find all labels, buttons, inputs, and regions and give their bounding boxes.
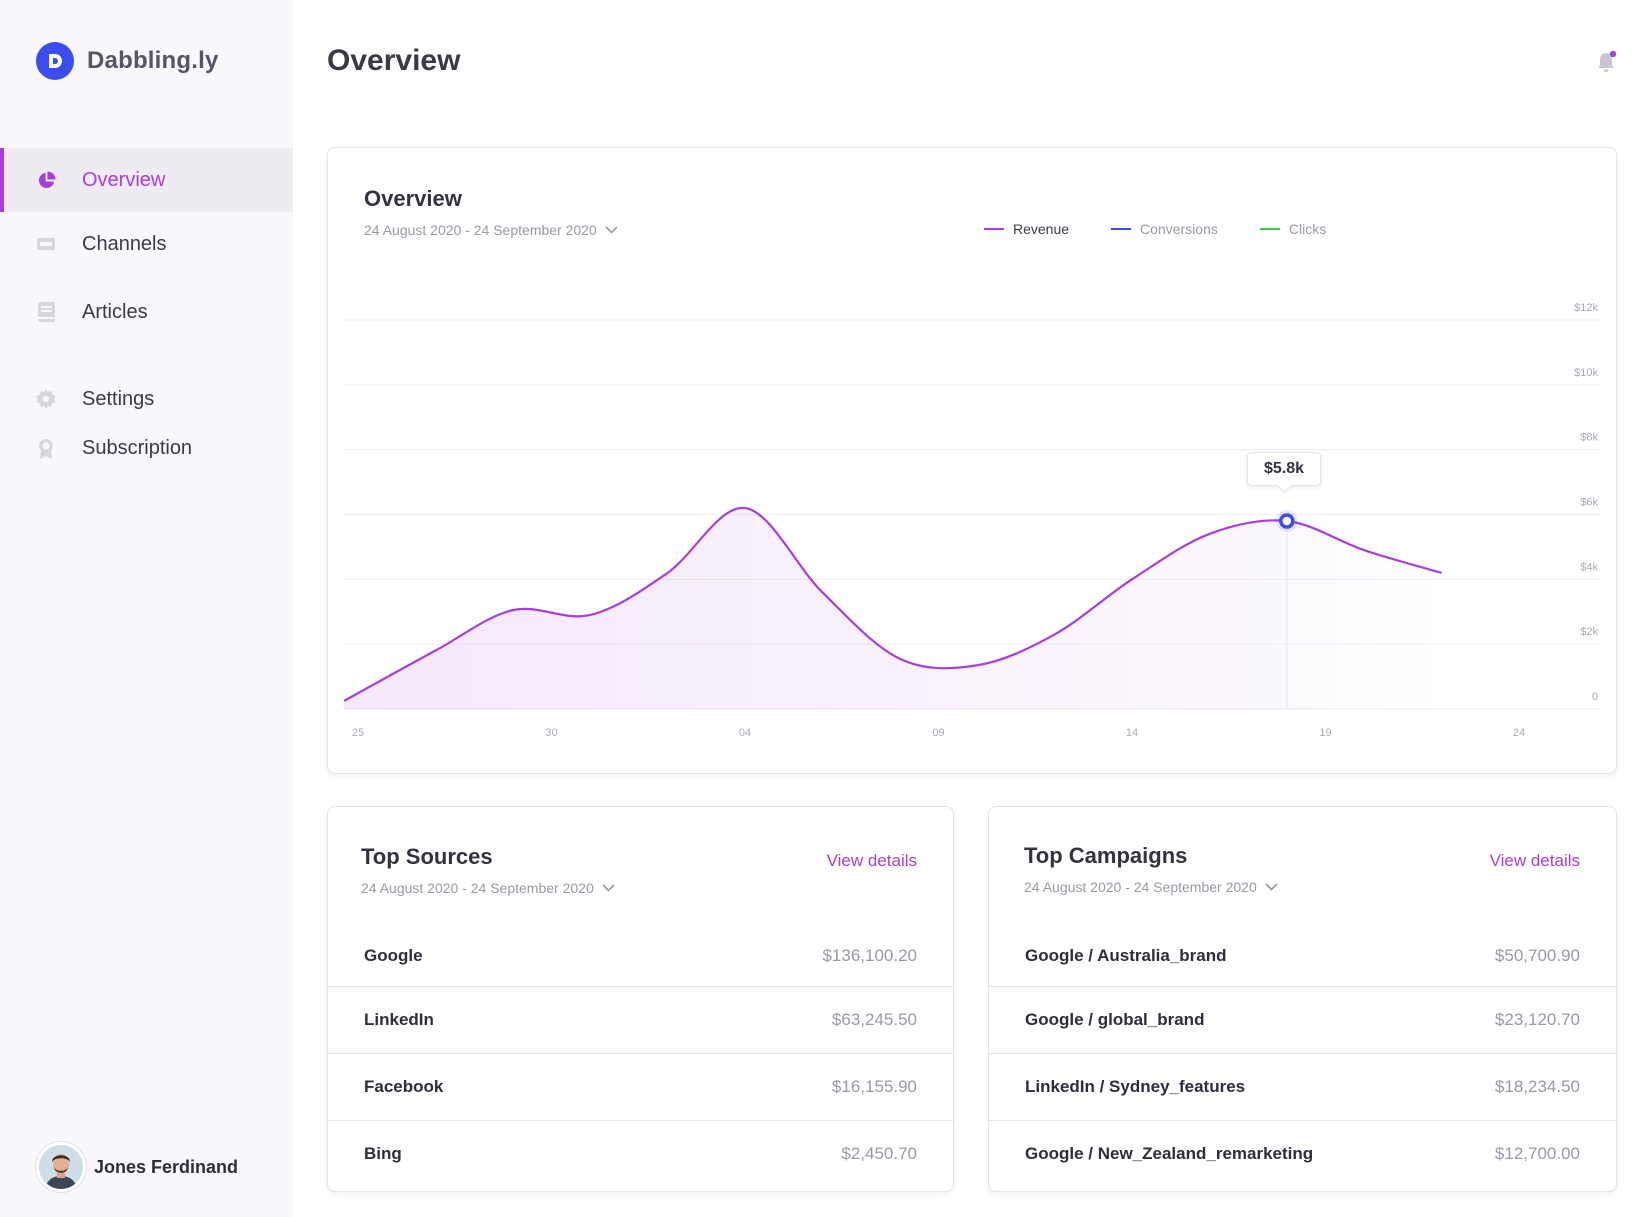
chevron-down-icon (605, 226, 618, 234)
y-tick-label: $12k (1574, 302, 1598, 314)
sidebar-item-settings[interactable]: Settings (0, 367, 293, 431)
top-sources-title: Top Sources (361, 844, 493, 869)
sidebar-item-channels[interactable]: Channels (0, 212, 293, 276)
table-row[interactable]: LinkedIn / Sydney_features $18,234.50 (989, 1053, 1616, 1119)
top-sources-date-range[interactable]: 24 August 2020 - 24 September 2020 (361, 880, 615, 896)
overview-date-range[interactable]: 24 August 2020 - 24 September 2020 (364, 222, 618, 238)
row-name: Bing (364, 1143, 402, 1163)
sidebar-item-label: Subscription (82, 436, 193, 459)
table-row[interactable]: Google / global_brand $23,120.70 (989, 986, 1616, 1052)
sidebar-item-articles[interactable]: Articles (0, 280, 293, 344)
y-tick-label: $6k (1580, 497, 1598, 509)
pie-chart-icon (36, 170, 56, 190)
revenue-chart[interactable]: 0 $2k $4k $6k $8k $10k $12k 25 30 04 09 14 19 24 (344, 290, 1608, 738)
table-row[interactable]: Google / Australia_brand $50,700.90 (989, 923, 1616, 989)
row-name: LinkedIn / Sydney_features (1025, 1076, 1246, 1096)
legend-label: Conversions (1140, 221, 1218, 237)
date-range-label: 24 August 2020 - 24 September 2020 (1024, 879, 1257, 895)
top-campaigns-title: Top Campaigns (1024, 843, 1188, 868)
gear-icon (36, 389, 56, 409)
badge-icon (36, 438, 56, 459)
row-name: Facebook (364, 1076, 444, 1096)
y-tick-label: $4k (1580, 561, 1598, 573)
y-tick-label: 0 (1592, 691, 1598, 703)
revenue-line (344, 506, 1442, 702)
legend-label: Clicks (1288, 221, 1327, 237)
sidebar: Dabbling.ly Overview Channels Articles S… (0, 0, 293, 1217)
legend-item-clicks[interactable]: Clicks (1259, 221, 1327, 237)
row-name: Google / global_brand (1025, 1009, 1205, 1029)
row-value: $50,700.90 (1494, 946, 1580, 965)
legend-swatch (1111, 228, 1132, 230)
chart-tooltip: $5.8k (1247, 452, 1321, 486)
y-tick-label: $8k (1580, 432, 1598, 444)
x-tick-label: 09 (932, 727, 944, 738)
y-tick-label: $2k (1580, 626, 1598, 638)
x-tick-label: 25 (352, 727, 364, 738)
logo[interactable]: Dabbling.ly (36, 42, 219, 80)
legend-swatch (1259, 228, 1280, 230)
table-row[interactable]: Bing $2,450.70 (328, 1120, 953, 1186)
legend-swatch (984, 228, 1004, 230)
legend-item-revenue[interactable]: Revenue (984, 221, 1069, 237)
bell-icon[interactable] (1594, 50, 1618, 74)
row-value: $63,245.50 (831, 1009, 917, 1029)
table-row[interactable]: Facebook $16,155.90 (328, 1053, 953, 1119)
row-name: Google (364, 946, 423, 965)
avatar[interactable] (36, 1142, 86, 1192)
x-tick-label: 14 (1126, 727, 1138, 738)
user-profile[interactable]: Jones Ferdinand (36, 1142, 238, 1192)
x-tick-label: 24 (1513, 727, 1525, 738)
row-value: $18,234.50 (1494, 1076, 1580, 1096)
chevron-down-icon (1265, 883, 1278, 891)
x-tick-label: 04 (739, 727, 751, 738)
table-row[interactable]: LinkedIn $63,245.50 (328, 986, 953, 1052)
channels-icon (36, 234, 56, 254)
sidebar-item-label: Channels (82, 232, 167, 255)
page-title: Overview (327, 44, 461, 77)
row-value: $16,155.90 (831, 1076, 917, 1096)
y-tick-label: $10k (1574, 367, 1598, 379)
logo-mark-icon (36, 42, 74, 80)
revenue-area (344, 507, 1442, 709)
highlight-point (1279, 513, 1295, 529)
top-sources-card: Top Sources View details 24 August 2020 … (327, 806, 954, 1192)
row-value: $23,120.70 (1494, 1009, 1580, 1029)
sidebar-item-label: Articles (82, 300, 148, 323)
x-tick-label: 30 (545, 727, 557, 738)
sidebar-item-overview[interactable]: Overview (0, 148, 293, 212)
x-tick-label: 19 (1319, 727, 1331, 738)
row-name: Google / Australia_brand (1025, 946, 1227, 965)
row-name: LinkedIn (364, 1009, 434, 1029)
table-row[interactable]: Google / New_Zealand_remarketing $12,700… (989, 1120, 1616, 1186)
articles-icon (36, 302, 56, 322)
brand-name: Dabbling.ly (87, 47, 219, 74)
chevron-down-icon (602, 884, 615, 892)
date-range-label: 24 August 2020 - 24 September 2020 (361, 880, 594, 896)
top-sources-view-details-link[interactable]: View details (826, 851, 917, 870)
row-name: Google / New_Zealand_remarketing (1025, 1143, 1314, 1163)
row-value: $136,100.20 (822, 946, 917, 965)
chart-legend: Revenue Conversions Clicks (984, 221, 1368, 237)
legend-item-conversions[interactable]: Conversions (1111, 221, 1218, 237)
top-campaigns-card: Top Campaigns View details 24 August 202… (988, 806, 1617, 1192)
row-value: $2,450.70 (841, 1143, 917, 1163)
sidebar-item-subscription[interactable]: Subscription (0, 416, 293, 480)
date-range-label: 24 August 2020 - 24 September 2020 (364, 222, 597, 238)
table-row[interactable]: Google $136,100.20 (328, 923, 953, 989)
legend-label: Revenue (1013, 221, 1070, 237)
sidebar-item-label: Settings (82, 387, 155, 410)
row-value: $12,700.00 (1494, 1143, 1580, 1163)
user-name: Jones Ferdinand (94, 1156, 239, 1177)
top-campaigns-view-details-link[interactable]: View details (1489, 851, 1580, 870)
sidebar-item-label: Overview (82, 168, 166, 191)
overview-card-title: Overview (364, 186, 462, 211)
top-campaigns-date-range[interactable]: 24 August 2020 - 24 September 2020 (1024, 879, 1278, 895)
